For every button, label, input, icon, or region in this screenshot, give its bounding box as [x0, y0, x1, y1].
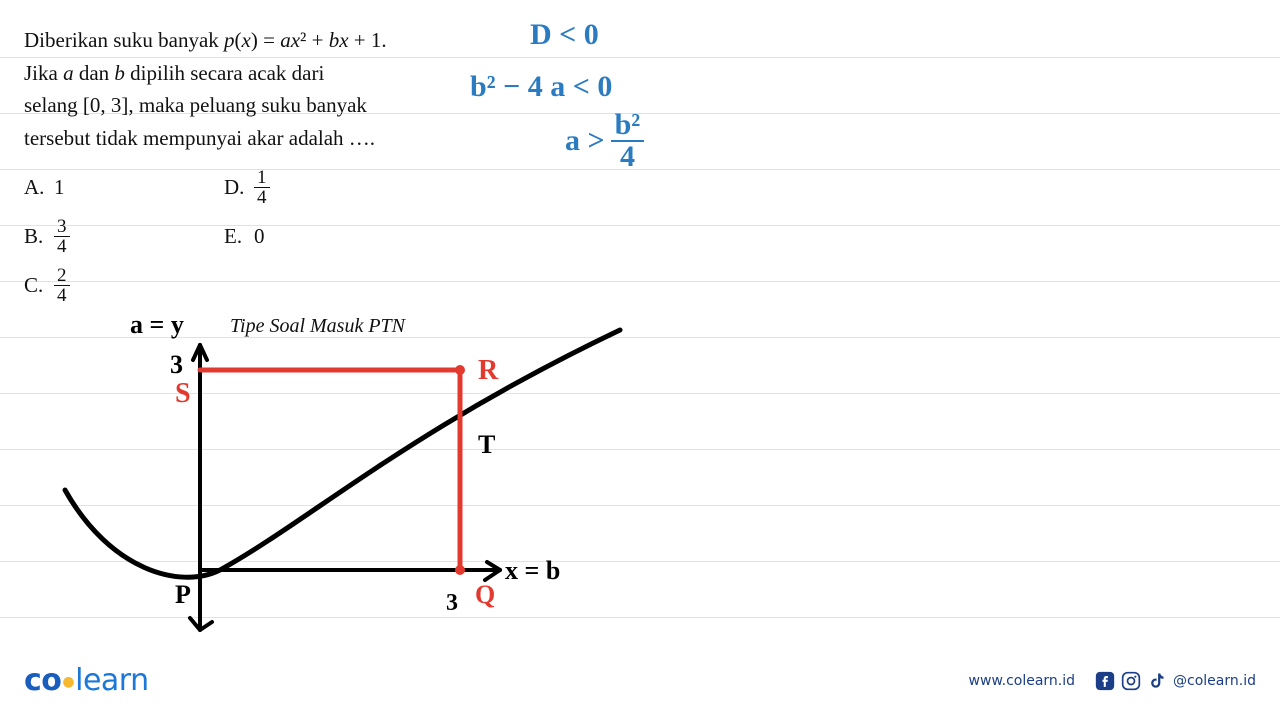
q-l1-i: + 1. [349, 28, 387, 52]
label-3-y: 3 [170, 350, 183, 380]
label-q: Q [475, 580, 495, 610]
social-group: @colearn.id [1095, 671, 1256, 691]
opt-b-frac: 3 4 [54, 217, 70, 256]
answer-options: A. 1 D. 1 4 B. 3 4 E. 0 C. 2 [24, 168, 454, 315]
opt-d-letter: D. [224, 175, 254, 200]
label-x-eq-b: x = b [505, 556, 560, 586]
label-p: P [175, 580, 191, 610]
hw-line3-frac: b² 4 [611, 110, 645, 172]
source-tag: Tipe Soal Masuk PTN [230, 315, 405, 338]
q-l1-c: ( [235, 28, 242, 52]
hw-line1: D < 0 [530, 18, 599, 52]
q-l1-a: Diberikan suku banyak [24, 28, 224, 52]
footer: co●learn www.colearn.id @colearn.id [24, 663, 1256, 698]
opt-e-letter: E. [224, 224, 254, 249]
hw-line3: a > b² 4 [565, 110, 644, 172]
question-text: Diberikan suku banyak p(x) = ax² + bx + … [24, 24, 454, 154]
facebook-icon [1095, 671, 1115, 691]
label-a-eq-y: a = y [130, 310, 184, 340]
q-l3: selang [0, 3], maka peluang suku banyak [24, 89, 454, 122]
q-l2-e: dipilih secara acak dari [125, 61, 324, 85]
q-l2-b: a [63, 61, 74, 85]
label-s: S [175, 378, 191, 410]
tiktok-icon [1147, 671, 1167, 691]
label-r: R [478, 355, 498, 387]
opt-d-frac: 1 4 [254, 168, 270, 207]
q-l1-h: bx [329, 28, 349, 52]
footer-handle: @colearn.id [1173, 673, 1256, 689]
q-l1-d: x [242, 28, 251, 52]
hw-line2: b² − 4 a < 0 [470, 70, 612, 104]
label-t: T [478, 430, 495, 460]
opt-c-letter: C. [24, 273, 54, 298]
footer-right: www.colearn.id @colearn.id [969, 671, 1256, 691]
q-l1-f: ax [280, 28, 300, 52]
opt-b-letter: B. [24, 224, 54, 249]
footer-url: www.colearn.id [969, 673, 1075, 689]
logo-dot-icon: ● [61, 674, 75, 690]
opt-c-frac: 2 4 [54, 266, 70, 305]
opt-a-value: 1 [54, 175, 65, 200]
q-l1-b: p [224, 28, 235, 52]
brand-logo: co●learn [24, 663, 149, 698]
q-l2-a: Jika [24, 61, 63, 85]
q-l1-g: ² + [300, 28, 329, 52]
q-l2-c: dan [74, 61, 115, 85]
opt-a-letter: A. [24, 175, 54, 200]
q-l4: tersebut tidak mempunyai akar adalah …. [24, 122, 454, 155]
instagram-icon [1121, 671, 1141, 691]
q-l2-d: b [114, 61, 125, 85]
q-l1-e: ) = [251, 28, 280, 52]
label-3-x: 3 [446, 590, 458, 617]
opt-e-value: 0 [254, 224, 265, 249]
